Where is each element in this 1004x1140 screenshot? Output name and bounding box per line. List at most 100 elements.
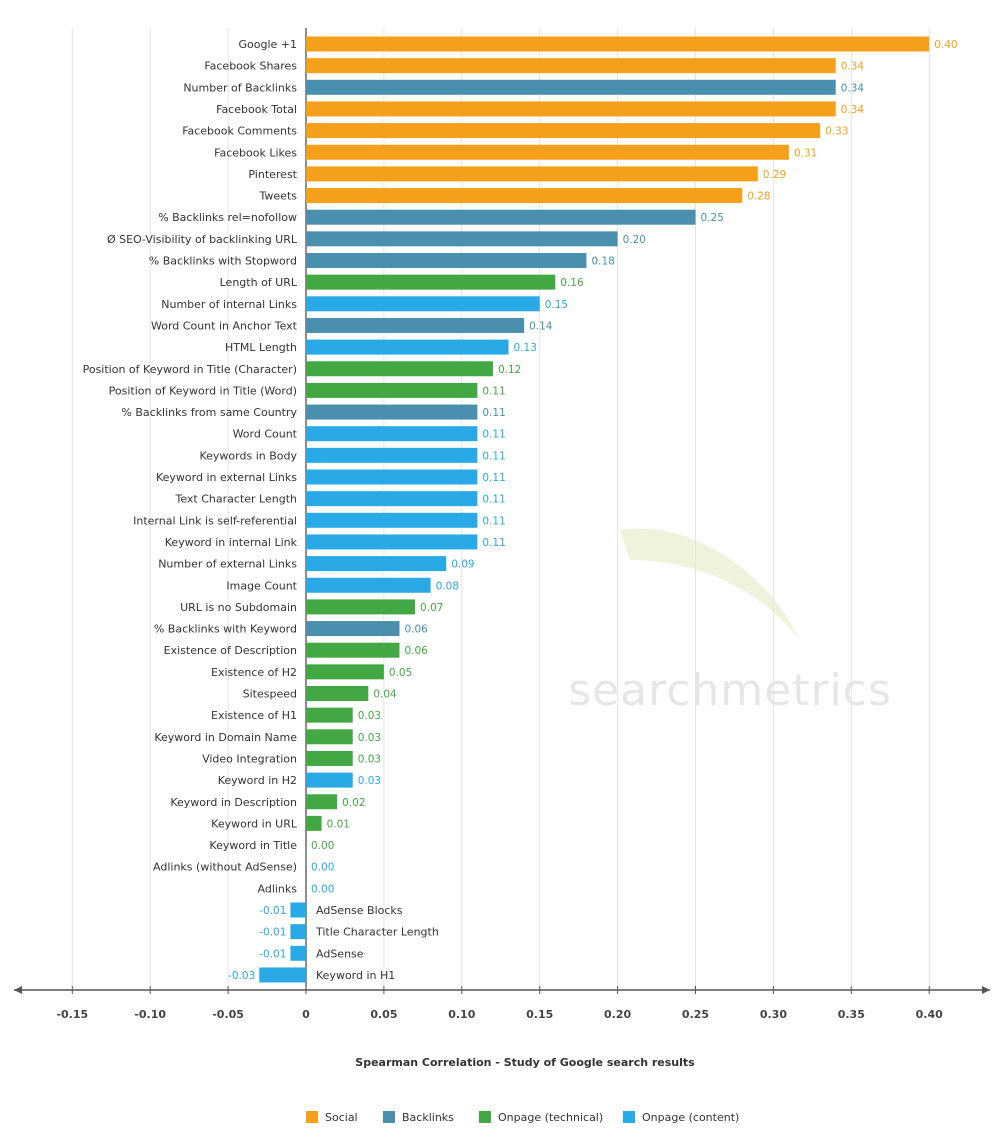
value-label: 0.08	[436, 580, 459, 592]
value-label: 0.31	[794, 147, 817, 159]
value-label: 0.40	[934, 39, 957, 51]
value-label: -0.01	[259, 905, 286, 917]
legend-swatch	[623, 1111, 635, 1123]
bar	[306, 209, 696, 225]
category-label: Facebook Total	[216, 103, 297, 116]
legend-item[interactable]: Onpage (technical)	[479, 1111, 603, 1124]
bar	[306, 707, 353, 723]
legend-swatch	[479, 1111, 491, 1123]
legend-item[interactable]: Social	[306, 1111, 358, 1124]
bar	[306, 144, 789, 160]
bar	[306, 794, 338, 810]
value-label: 0.34	[841, 61, 865, 73]
value-label: 0.11	[482, 472, 505, 484]
value-label: 0.02	[342, 797, 365, 809]
x-tick-label: 0.25	[682, 1008, 709, 1021]
legend-item[interactable]: Backlinks	[383, 1111, 454, 1124]
category-label: Keywords in Body	[199, 449, 297, 462]
category-label: Facebook Comments	[182, 125, 297, 138]
x-tick-label: -0.10	[134, 1008, 166, 1021]
value-label: 0.03	[358, 753, 381, 765]
value-label: 0.14	[529, 320, 553, 332]
value-label: 0.03	[358, 775, 381, 787]
value-label: 0.11	[482, 450, 505, 462]
category-label: Text Character Length	[175, 493, 298, 506]
value-label: -0.01	[259, 948, 286, 960]
category-label: Tweets	[259, 190, 298, 203]
value-label: 0.28	[747, 191, 770, 203]
category-label: Position of Keyword in Title (Word)	[109, 384, 297, 397]
category-label: Pinterest	[248, 168, 297, 181]
category-label: Facebook Shares	[204, 60, 297, 73]
value-label: 0.15	[545, 299, 568, 311]
bar	[306, 772, 353, 788]
bar	[306, 339, 509, 355]
legend-label: Onpage (technical)	[498, 1111, 603, 1124]
x-tick-label: 0.05	[370, 1008, 397, 1021]
category-label: Keyword in Description	[170, 796, 297, 809]
legend-swatch	[306, 1111, 318, 1123]
value-label: 0.34	[841, 82, 865, 94]
category-label: Number of internal Links	[161, 298, 297, 311]
value-label: 0.29	[763, 169, 786, 181]
bar	[306, 447, 478, 463]
value-label: -0.03	[228, 970, 255, 982]
bar	[306, 188, 743, 204]
value-label: 0.09	[451, 559, 474, 571]
category-label: % Backlinks with Keyword	[154, 623, 297, 636]
bar	[306, 36, 930, 52]
bar	[306, 426, 478, 442]
bar	[290, 945, 306, 961]
x-tick-label: 0.30	[760, 1008, 787, 1021]
value-label: 0.11	[482, 494, 505, 506]
value-label: 0.04	[373, 689, 397, 701]
legend-item[interactable]: Onpage (content)	[623, 1111, 739, 1124]
bar	[306, 621, 400, 637]
category-label: Adlinks (without AdSense)	[153, 861, 297, 874]
value-label: 0.13	[514, 342, 537, 354]
bar	[306, 382, 478, 398]
category-label: Sitespeed	[243, 688, 297, 701]
value-label: 0.00	[311, 862, 334, 874]
bar	[306, 534, 478, 550]
category-label: Word Count in Anchor Text	[151, 319, 298, 332]
bar	[306, 664, 384, 680]
bar	[306, 815, 322, 831]
bar	[306, 556, 447, 572]
category-label: Keyword in Title	[209, 839, 297, 852]
value-label: 0.33	[825, 126, 848, 138]
bar	[290, 924, 306, 940]
value-label: 0.20	[623, 234, 646, 246]
category-label: Position of Keyword in Title (Character)	[83, 363, 297, 376]
value-label: 0.01	[327, 818, 350, 830]
value-label: 0.16	[560, 277, 584, 289]
value-label: 0.06	[404, 624, 428, 636]
value-label: 0.11	[482, 385, 505, 397]
bar	[306, 274, 556, 290]
category-label: Video Integration	[202, 752, 297, 765]
category-label: Number of Backlinks	[183, 81, 297, 94]
category-label: Word Count	[233, 428, 298, 441]
category-label: AdSense Blocks	[316, 904, 403, 917]
bar	[306, 296, 540, 312]
value-label: 0.05	[389, 667, 412, 679]
category-label: Number of external Links	[158, 558, 297, 571]
legend: Social Backlinks Onpage (technical) Onpage …	[306, 1111, 739, 1124]
category-label: Keyword in Domain Name	[154, 731, 297, 744]
category-label: Keyword in H1	[316, 969, 395, 982]
bar	[306, 404, 478, 420]
bar	[306, 361, 493, 377]
grid-layer	[71, 28, 930, 990]
legend-label: Onpage (content)	[642, 1111, 739, 1124]
x-tick-label: -0.15	[56, 1008, 88, 1021]
value-label: 0.00	[311, 883, 334, 895]
x-tick-label: 0.15	[526, 1008, 553, 1021]
axis-arrow-right	[982, 986, 990, 994]
category-label: Existence of H1	[211, 709, 297, 722]
value-label: 0.11	[482, 429, 505, 441]
x-tick-label: -0.05	[212, 1008, 244, 1021]
category-label: Length of URL	[220, 276, 298, 289]
bar	[306, 599, 416, 615]
value-label: 0.00	[311, 840, 334, 852]
